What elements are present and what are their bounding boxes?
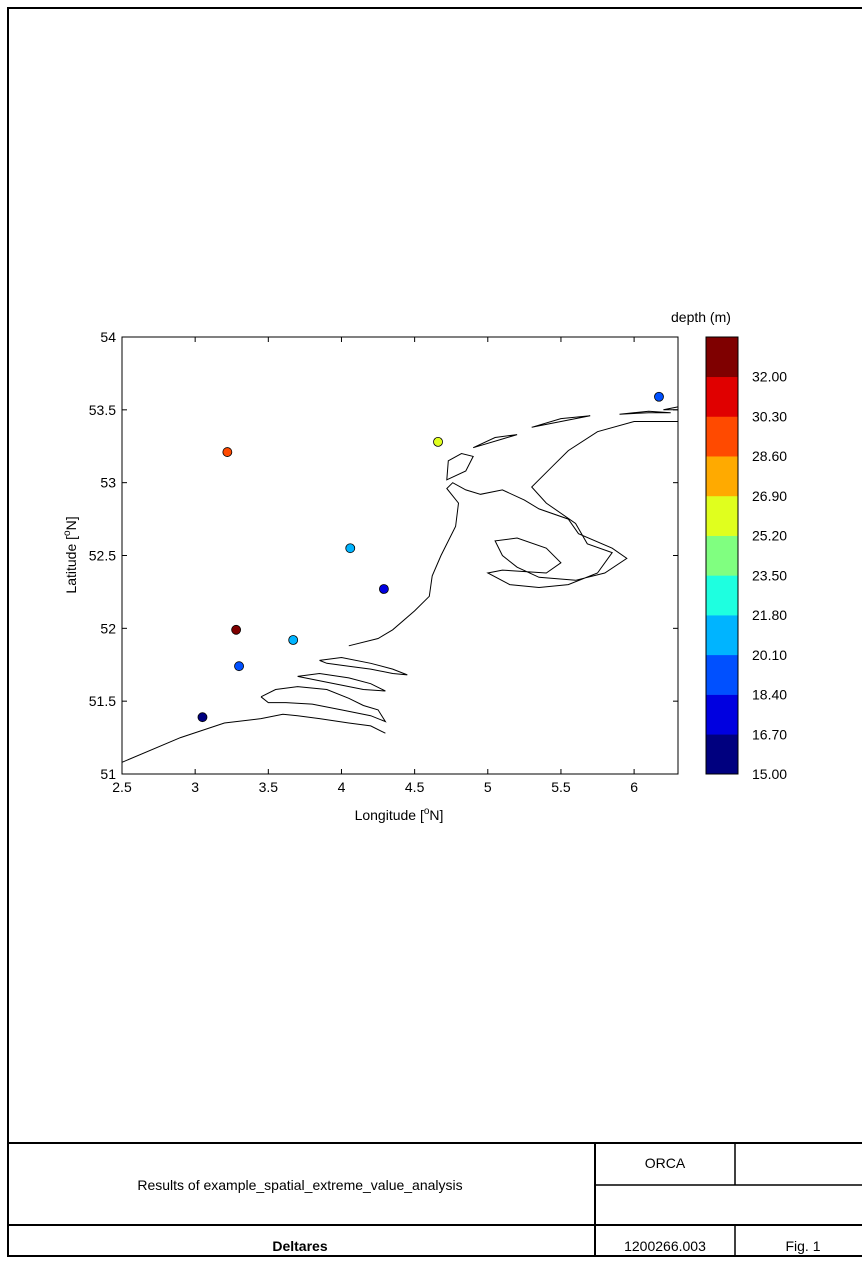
x-axis-label-end: N]	[429, 807, 443, 823]
colorbar-label: 18.40	[752, 687, 787, 703]
y-tick-label: 52.5	[89, 548, 116, 564]
station-point	[654, 391, 664, 402]
coastline-segment	[319, 656, 408, 676]
colorbar-outline	[705, 336, 739, 775]
colorbar: 15.00 16.70 18.40 20.10 21.80 23.50 25.20 26.90…	[705, 336, 787, 782]
colorbar-segment	[706, 495, 738, 536]
titleblock-organisation: Deltares	[272, 1238, 327, 1254]
x-axis-label-sup: o	[424, 806, 430, 817]
station-point	[222, 447, 233, 457]
titleblock-system: ORCA	[645, 1155, 686, 1171]
station-point	[345, 543, 356, 554]
colorbar-segment	[706, 694, 738, 735]
y-tick-label: 51	[100, 766, 116, 782]
colorbar-label: 20.10	[752, 647, 787, 663]
island-outline	[472, 434, 518, 449]
x-tick-label: 3	[191, 779, 199, 795]
colorbar-title: depth (m)	[671, 309, 731, 325]
island-outline	[446, 452, 474, 481]
colorbar-segment	[706, 416, 738, 457]
plot-area	[121, 336, 679, 775]
y-axis-label-sup: o	[62, 530, 73, 536]
colorbar-label: 28.60	[752, 448, 787, 464]
station-point	[231, 624, 242, 635]
colorbar-label: 23.50	[752, 567, 787, 583]
y-tick-label: 51.5	[89, 693, 116, 709]
y-tick-label: 53.5	[89, 402, 116, 418]
y-axis-label-end: N]	[63, 516, 79, 530]
y-axis-label: Latitude [oN]	[62, 516, 79, 593]
y-tick-label: 54	[100, 329, 116, 345]
colorbar-segment	[706, 575, 738, 616]
coastline-segment	[348, 421, 678, 647]
station-point	[288, 635, 299, 645]
y-tick-label: 53	[100, 475, 116, 491]
page-frame	[7, 7, 862, 1257]
coastline-segment	[260, 686, 387, 723]
stations-layer	[197, 391, 664, 723]
island-outline	[531, 415, 591, 428]
coastline-layer	[121, 421, 678, 763]
y-axis-ticks: 51 51.5 52 52.5 53 53.5 54	[89, 329, 678, 782]
colorbar-segment	[706, 734, 738, 775]
titleblock-figure-number: Fig. 1	[785, 1238, 820, 1254]
colorbar-label: 15.00	[752, 766, 787, 782]
x-axis-label: Longitude [oN]	[355, 806, 444, 823]
station-point	[379, 584, 389, 594]
x-tick-label: 2.5	[112, 779, 132, 795]
y-axis-label-text: Latitude [	[63, 536, 79, 594]
colorbar-label: 26.90	[752, 488, 787, 504]
titleblock-project-number: 1200266.003	[624, 1238, 706, 1254]
colorbar-segment	[706, 535, 738, 576]
colorbar-segment	[706, 654, 738, 695]
x-axis-label-text: Longitude [	[355, 807, 424, 823]
station-point	[197, 712, 208, 723]
x-tick-label: 6	[630, 779, 638, 795]
colorbar-label: 16.70	[752, 726, 787, 742]
coastline-segment	[121, 713, 386, 763]
colorbar-segment	[706, 456, 738, 497]
x-tick-label: 3.5	[259, 779, 279, 795]
colorbar-label: 21.80	[752, 607, 787, 623]
colorbar-label: 25.20	[752, 528, 787, 544]
y-tick-label: 52	[100, 620, 116, 636]
x-axis-ticks: 2.5 3 3.5 4 4.5 5 5.5 6	[112, 337, 638, 795]
colorbar-label: 32.00	[752, 369, 787, 385]
colorbar-label: 30.30	[752, 409, 787, 425]
colorbar-segment	[706, 376, 738, 417]
island-outline	[663, 406, 679, 411]
islands-layer	[446, 406, 679, 481]
colorbar-segment	[706, 337, 738, 378]
colorbar-segment	[706, 615, 738, 656]
x-tick-label: 4	[338, 779, 346, 795]
titleblock-description: Results of example_spatial_extreme_value…	[137, 1177, 462, 1193]
x-tick-label: 5	[484, 779, 492, 795]
island-outline	[619, 410, 671, 415]
x-tick-label: 4.5	[405, 779, 425, 795]
coastline-segment	[297, 672, 386, 692]
station-point	[234, 661, 244, 672]
station-point	[433, 436, 443, 447]
x-tick-label: 5.5	[551, 779, 571, 795]
